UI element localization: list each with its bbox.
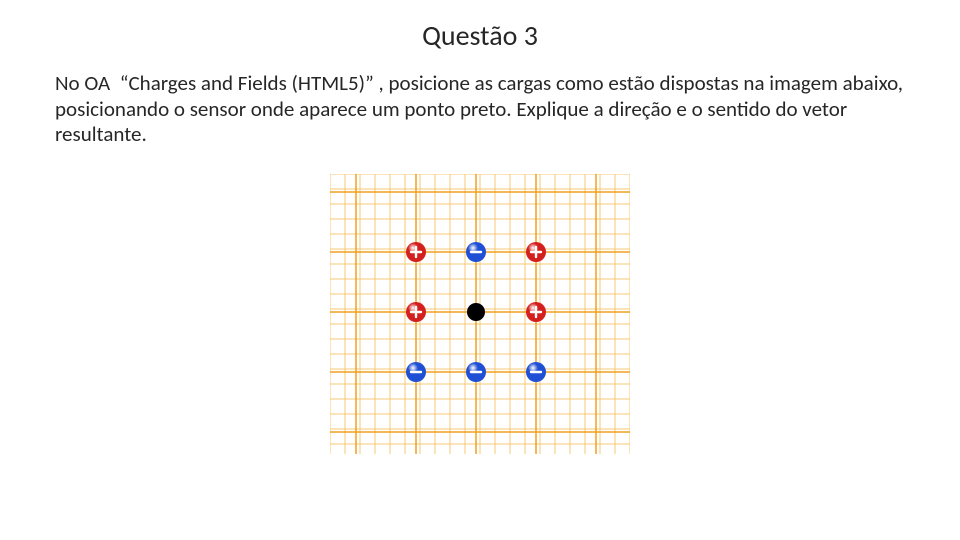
positive-charge-icon <box>406 302 426 322</box>
positive-charge-icon <box>526 242 546 262</box>
positive-charge-icon <box>526 302 546 322</box>
question-body: No OA “Charges and Fields (HTML5)” , pos… <box>55 71 905 148</box>
negative-charge-icon <box>466 362 486 382</box>
sensor-point-icon <box>467 303 485 321</box>
negative-charge-icon <box>466 242 486 262</box>
question-title: Questão 3 <box>55 18 905 53</box>
negative-charge-icon <box>406 362 426 382</box>
page: Questão 3 No OA “Charges and Fields (HTM… <box>0 0 960 540</box>
charge-grid-diagram <box>330 174 630 454</box>
negative-charge-icon <box>526 362 546 382</box>
positive-charge-icon <box>406 242 426 262</box>
